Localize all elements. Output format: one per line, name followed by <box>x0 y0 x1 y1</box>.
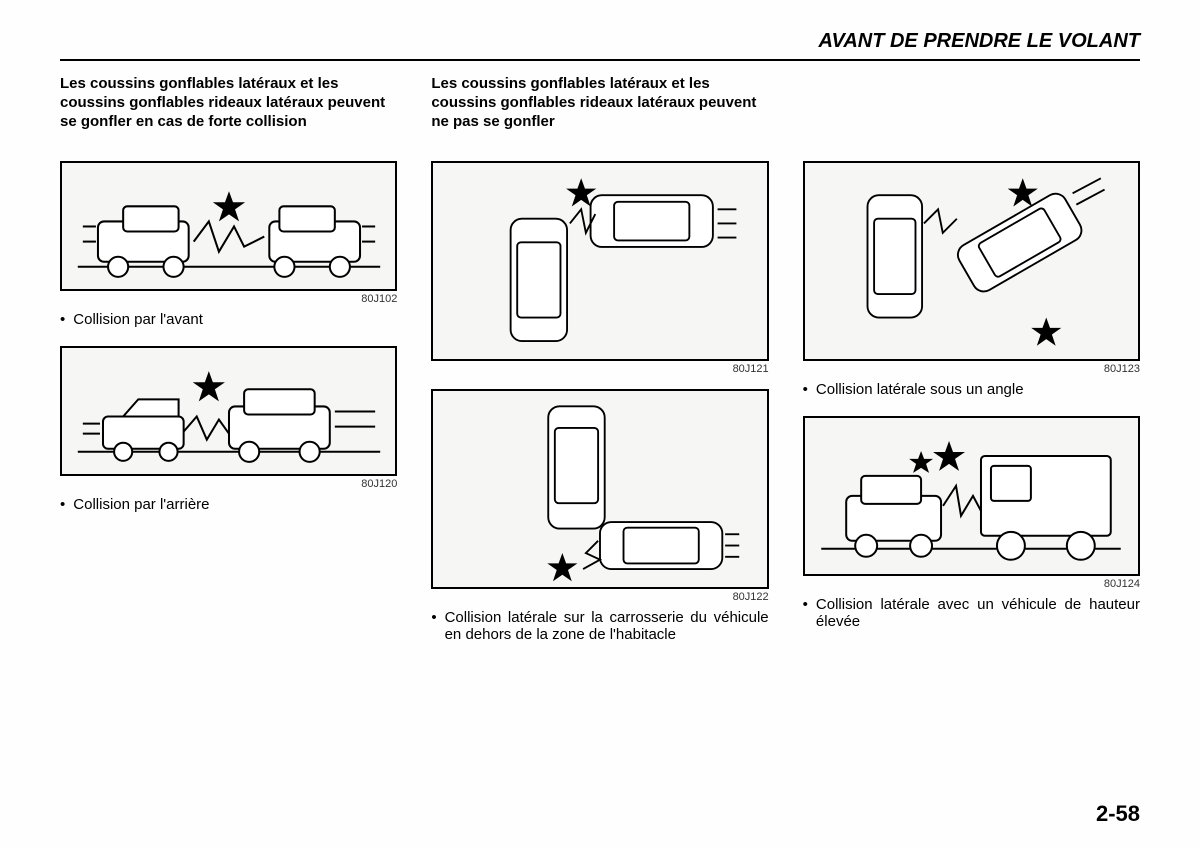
bullet-dot: • <box>60 496 65 513</box>
fig-code: 80J120 <box>60 478 397 490</box>
column-1: Les coussins gonflables latéraux et les … <box>60 75 397 661</box>
figure-side-outside-cabin <box>431 389 768 589</box>
side-tall-icon <box>811 421 1131 571</box>
rear-collision-icon <box>69 351 389 472</box>
caption-text: Collision latérale sous un angle <box>816 381 1140 398</box>
column-3: 80J123 • Collision latérale sous un angl… <box>803 75 1140 661</box>
caption-text: Collision par l'arrière <box>73 496 397 513</box>
bullet-dot: • <box>803 596 808 630</box>
fig-code: 80J124 <box>803 578 1140 590</box>
fig-code: 80J123 <box>803 363 1140 375</box>
caption-side-outside: • Collision latérale sur la carrosserie … <box>431 609 768 643</box>
col3-heading-spacer <box>803 75 1140 153</box>
fig-code: 80J122 <box>431 591 768 603</box>
manual-page: AVANT DE PRENDRE LE VOLANT Les coussins … <box>0 0 1200 847</box>
bullet-dot: • <box>803 381 808 398</box>
page-number: 2-58 <box>1096 801 1140 827</box>
caption-text: Collision latérale sur la carrosserie du… <box>445 609 769 643</box>
figure-front-collision <box>60 161 397 291</box>
fig-code: 80J102 <box>60 293 397 305</box>
title-divider <box>60 59 1140 61</box>
caption-side-angle: • Collision latérale sous un angle <box>803 381 1140 398</box>
caption-rear-collision: • Collision par l'arrière <box>60 496 397 513</box>
figure-rear-collision <box>60 346 397 476</box>
figure-side-front-collision <box>431 161 768 361</box>
fig-code: 80J121 <box>431 363 768 375</box>
spacer <box>431 375 768 389</box>
caption-text: Collision latérale avec un véhicule de h… <box>816 596 1140 630</box>
column-2: Les coussins gonflables latéraux et les … <box>431 75 768 661</box>
bullet-dot: • <box>60 311 65 328</box>
caption-front-collision: • Collision par l'avant <box>60 311 397 328</box>
bullet-dot: • <box>431 609 436 643</box>
side-front-icon <box>440 167 760 355</box>
chapter-title: AVANT DE PRENDRE LE VOLANT <box>60 30 1140 53</box>
col1-heading: Les coussins gonflables latéraux et les … <box>60 75 397 153</box>
side-outside-icon <box>440 395 760 583</box>
side-angle-icon <box>811 167 1131 355</box>
figure-side-tall-vehicle <box>803 416 1140 576</box>
figure-side-angle <box>803 161 1140 361</box>
caption-text: Collision par l'avant <box>73 311 397 328</box>
caption-side-tall: • Collision latérale avec un véhicule de… <box>803 596 1140 630</box>
col2-heading: Les coussins gonflables latéraux et les … <box>431 75 768 153</box>
content-columns: Les coussins gonflables latéraux et les … <box>60 75 1140 661</box>
front-collision-icon <box>69 166 389 287</box>
